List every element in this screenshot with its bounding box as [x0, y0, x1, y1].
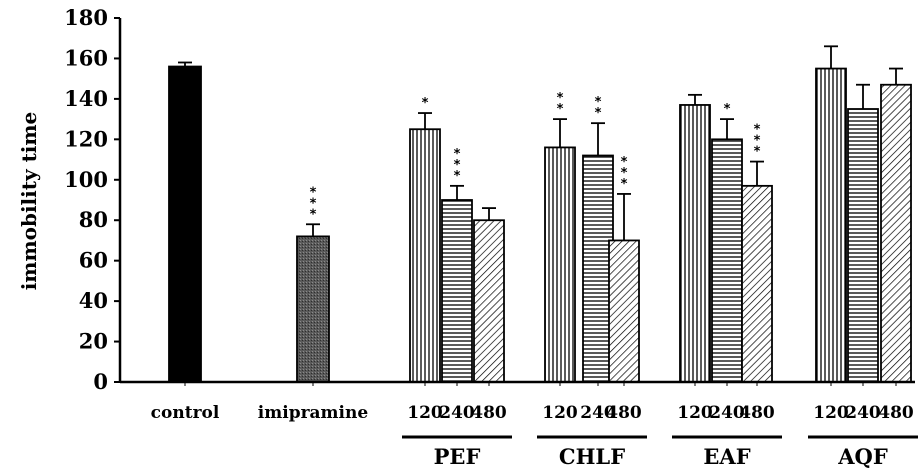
y-axis-label: immobility time	[17, 112, 41, 291]
bar-eaf-480	[741, 184, 773, 383]
x-category-label: 120	[813, 403, 849, 423]
significance-star: *	[621, 177, 628, 192]
significance-star: *	[454, 147, 461, 162]
x-category-label: 120	[542, 403, 578, 423]
x-category-label: 480	[471, 403, 507, 423]
bar-aqf-480	[880, 83, 912, 383]
x-category-label: control	[151, 403, 220, 423]
y-tick-label: 0	[93, 369, 108, 394]
x-category-label: 240	[709, 403, 745, 423]
significance-star: *	[621, 155, 628, 170]
bar-pef-240	[441, 199, 473, 383]
bar-chlf-120	[544, 146, 576, 383]
group-label-chlf: CHLF	[559, 444, 625, 469]
group-labels: PEF CHLF EAF AQF	[402, 435, 918, 469]
significance-star: *	[595, 106, 602, 121]
x-category-label: 120	[677, 403, 713, 423]
bar-chlf-240	[582, 154, 614, 383]
significance-star: *	[754, 123, 761, 138]
significance-star: *	[310, 196, 317, 211]
y-tick-label: 80	[79, 207, 108, 232]
y-tick-label: 40	[79, 288, 108, 313]
significance-star: *	[754, 145, 761, 160]
group-label-aqf: AQF	[837, 444, 888, 469]
significance-star: *	[754, 134, 761, 149]
y-tick-label: 140	[64, 86, 108, 111]
y-tick-label: 100	[64, 167, 108, 192]
y-tick-label: 120	[64, 126, 108, 151]
bar-control	[168, 65, 202, 383]
y-tick-label: 20	[79, 329, 108, 354]
y-tick-label: 180	[64, 5, 108, 30]
x-category-label: 480	[739, 403, 775, 423]
x-category-label: 480	[878, 403, 914, 423]
x-category-label: 120	[407, 403, 443, 423]
significance-star: *	[557, 102, 564, 117]
significance-star: *	[724, 102, 731, 117]
bar-imipramine	[296, 235, 330, 383]
x-category-label: 480	[606, 403, 642, 423]
significance-star: *	[454, 169, 461, 184]
significance-star: *	[621, 166, 628, 181]
bars: ************************************	[168, 45, 912, 383]
group-label-eaf: EAF	[703, 444, 750, 469]
y-axis: 0 20 40 60 80 100 120 140 160 180	[64, 5, 120, 394]
significance-star: *	[454, 158, 461, 173]
group-label-pef: PEF	[434, 444, 481, 469]
bar-aqf-120	[815, 67, 847, 383]
significance-star: *	[422, 96, 429, 111]
significance-star: *	[557, 91, 564, 106]
significance-star: *	[595, 95, 602, 110]
bar-eaf-240	[711, 138, 743, 383]
x-category-label: 240	[439, 403, 475, 423]
y-tick-label: 160	[64, 45, 108, 70]
x-category-label: 240	[580, 403, 616, 423]
bar-chlf-480	[608, 239, 640, 383]
significance-star: *	[310, 207, 317, 222]
x-category-label: imipramine	[258, 403, 369, 423]
bar-pef-120	[409, 128, 441, 383]
bar-aqf-240	[847, 108, 879, 383]
bar-eaf-120	[679, 104, 711, 383]
x-category-label: 240	[845, 403, 881, 423]
significance-star: *	[310, 185, 317, 200]
y-tick-label: 60	[79, 248, 108, 273]
bar-pef-480	[473, 219, 505, 383]
